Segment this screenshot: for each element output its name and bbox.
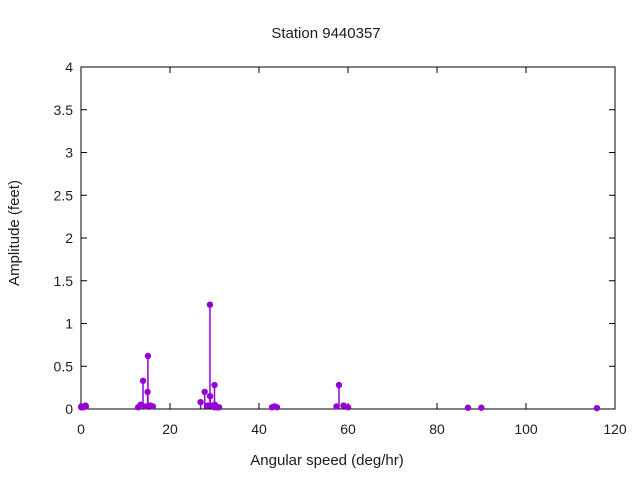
plot-area: 0 20 40 60 80 100 120 0 0.5 1 1.5 2 2.5 3 3.5 4 xyxy=(54,59,627,437)
y-tick-label: 1.5 xyxy=(54,273,74,289)
data-point-marker xyxy=(149,403,157,410)
x-tick-label: 100 xyxy=(514,421,538,437)
data-point-marker xyxy=(197,398,204,406)
data-point-marker xyxy=(144,352,152,360)
data-point-marker xyxy=(344,404,352,411)
y-tick-label: 1 xyxy=(65,316,73,332)
data-point-marker xyxy=(335,381,343,389)
data-point-marker xyxy=(593,404,601,412)
y-tick-label: 4 xyxy=(65,59,73,75)
data-point-marker xyxy=(82,403,90,410)
data-point-marker xyxy=(137,401,144,408)
y-axis-label: Amplitude (feet) xyxy=(6,180,23,286)
data-point-marker xyxy=(333,403,340,410)
data-point-marker xyxy=(273,404,281,411)
data-point-marker xyxy=(139,377,147,384)
y-tick-label: 2.5 xyxy=(54,187,74,203)
y-tick-label: 3 xyxy=(65,145,73,161)
x-tick-label: 120 xyxy=(603,421,627,437)
data-point-marker xyxy=(464,404,472,411)
plot-border xyxy=(80,66,616,410)
y-tick-label: 2 xyxy=(65,230,73,246)
x-tick-label: 0 xyxy=(77,421,85,437)
x-tick-label: 60 xyxy=(340,421,356,437)
data-point-marker xyxy=(211,381,218,389)
data-point-marker xyxy=(206,301,214,308)
data-point-marker xyxy=(215,404,223,411)
x-tick-label: 20 xyxy=(162,421,178,437)
x-tick-label: 80 xyxy=(429,421,445,437)
data-point-marker xyxy=(478,404,485,411)
data-point-marker xyxy=(206,392,214,400)
y-tick-label: 3.5 xyxy=(54,102,74,118)
x-tick-label: 40 xyxy=(251,421,267,437)
data-point-marker xyxy=(204,402,211,409)
y-tick-label: 0 xyxy=(65,401,73,417)
y-tick-label: 0.5 xyxy=(54,358,74,374)
chart-title: Station 9440357 xyxy=(271,25,380,42)
data-point-marker xyxy=(201,388,208,396)
x-axis-label: Angular speed (deg/hr) xyxy=(250,452,403,469)
